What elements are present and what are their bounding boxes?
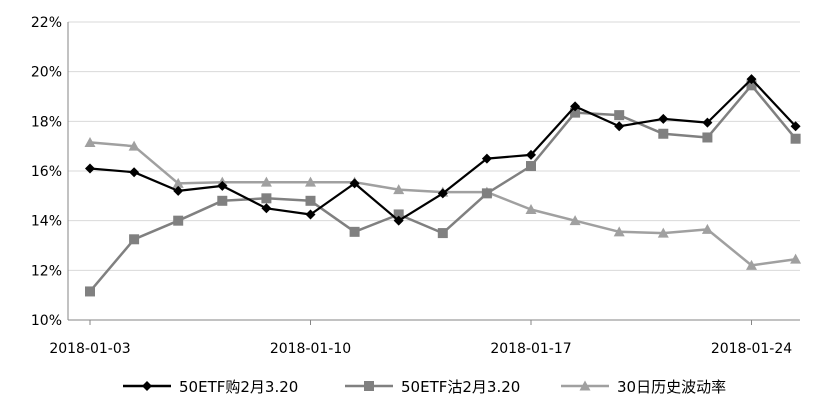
data-point xyxy=(84,136,96,147)
grid xyxy=(68,21,800,271)
data-point xyxy=(261,203,272,214)
data-point xyxy=(658,113,669,124)
data-point xyxy=(526,149,536,160)
data-point xyxy=(790,253,802,264)
data-point xyxy=(85,286,95,297)
data-point xyxy=(702,117,713,128)
data-point xyxy=(305,176,316,187)
x-tick-label: 2018-01-24 xyxy=(711,341,792,357)
data-point xyxy=(526,161,536,172)
data-point xyxy=(349,226,360,237)
data-point xyxy=(437,228,448,239)
data-point xyxy=(129,234,140,245)
data-point xyxy=(658,128,669,139)
series xyxy=(84,74,802,297)
data-point xyxy=(173,215,184,226)
data-point xyxy=(657,227,669,238)
data-point xyxy=(746,74,757,85)
data-point xyxy=(305,195,316,206)
data-point xyxy=(172,177,184,188)
data-point xyxy=(261,193,272,204)
series-2 xyxy=(85,80,801,297)
data-point xyxy=(614,121,625,132)
data-point xyxy=(481,153,492,164)
legend-item: 30日历史波动率 xyxy=(561,378,726,396)
legend-marker xyxy=(579,380,591,391)
data-point xyxy=(790,133,801,144)
legend-label: 50ETF购2月3.20 xyxy=(179,378,298,396)
y-tick-label: 14% xyxy=(31,214,62,230)
data-point xyxy=(746,80,757,91)
legend-item: 50ETF购2月3.20 xyxy=(123,378,298,396)
data-point xyxy=(613,226,625,237)
legend-marker xyxy=(364,381,374,391)
data-point xyxy=(85,163,95,174)
data-point xyxy=(437,188,448,199)
series-3 xyxy=(84,136,802,270)
legend-label: 50ETF沽2月3.20 xyxy=(401,378,520,396)
data-point xyxy=(701,223,713,234)
data-point xyxy=(173,185,184,196)
y-tick-label: 12% xyxy=(31,263,62,279)
legend-label: 30日历史波动率 xyxy=(617,378,726,396)
data-point xyxy=(128,140,140,151)
x-tick-label: 2018-01-10 xyxy=(270,341,351,357)
data-point xyxy=(746,259,757,270)
data-point xyxy=(702,132,713,143)
data-point xyxy=(790,121,801,132)
legend: 50ETF购2月3.20 50ETF沽2月3.20 30日历史波动率 xyxy=(123,378,726,396)
series-1 xyxy=(85,74,801,226)
data-point xyxy=(570,101,581,112)
data-point xyxy=(305,209,316,220)
series-line xyxy=(89,77,797,222)
data-point xyxy=(570,107,581,118)
x-tick-label: 2018-01-17 xyxy=(490,341,571,357)
data-point xyxy=(393,184,405,195)
y-tick-label: 18% xyxy=(31,114,62,130)
data-point xyxy=(129,167,140,178)
series-line xyxy=(89,141,796,267)
legend-item: 50ETF沽2月3.20 xyxy=(345,378,520,396)
data-point xyxy=(217,180,228,191)
data-point xyxy=(481,188,492,199)
data-point xyxy=(525,203,537,214)
data-point xyxy=(349,178,360,189)
y-tick-label: 16% xyxy=(31,164,62,180)
data-point xyxy=(260,176,272,187)
data-point xyxy=(569,215,581,226)
y-tick-label: 22% xyxy=(31,15,62,31)
data-point xyxy=(614,110,625,121)
x-tick-label: 2018-01-03 xyxy=(49,341,130,357)
y-tick-label: 20% xyxy=(31,65,62,81)
y-tick-label: 10% xyxy=(31,313,62,329)
data-point xyxy=(393,215,404,226)
data-point xyxy=(393,209,404,220)
data-point xyxy=(217,195,228,206)
legend-marker xyxy=(142,381,152,391)
axes: 10% 12% 14% 16% 18% 20% 22% 2018-01-03 2018-01-1… xyxy=(31,15,800,357)
